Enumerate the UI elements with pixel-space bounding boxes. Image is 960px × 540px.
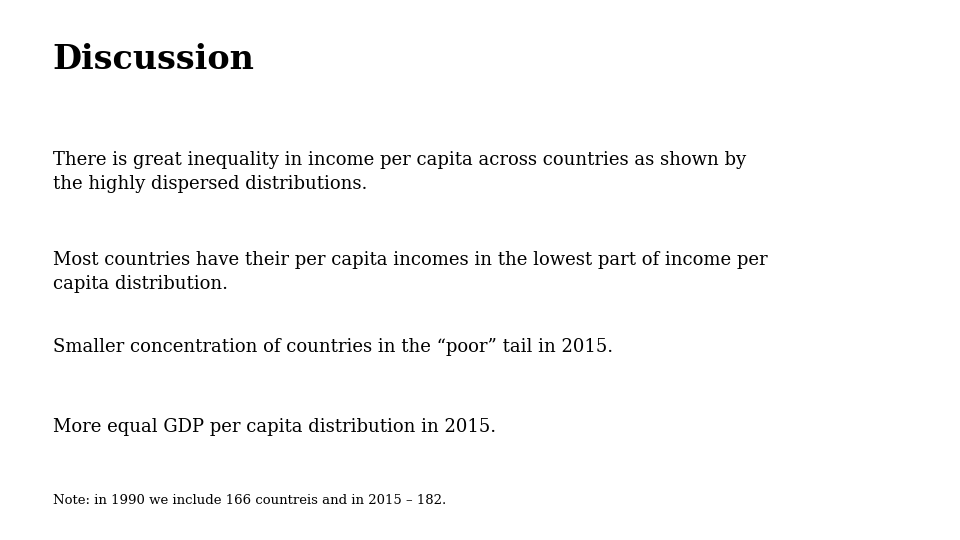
Text: Discussion: Discussion bbox=[53, 43, 254, 76]
Text: Most countries have their per capita incomes in the lowest part of income per
ca: Most countries have their per capita inc… bbox=[53, 251, 767, 293]
Text: Note: in 1990 we include 166 countreis and in 2015 – 182.: Note: in 1990 we include 166 countreis a… bbox=[53, 494, 446, 507]
Text: Smaller concentration of countries in the “poor” tail in 2015.: Smaller concentration of countries in th… bbox=[53, 338, 612, 355]
Text: More equal GDP per capita distribution in 2015.: More equal GDP per capita distribution i… bbox=[53, 418, 496, 436]
Text: There is great inequality in income per capita across countries as shown by
the : There is great inequality in income per … bbox=[53, 151, 746, 193]
